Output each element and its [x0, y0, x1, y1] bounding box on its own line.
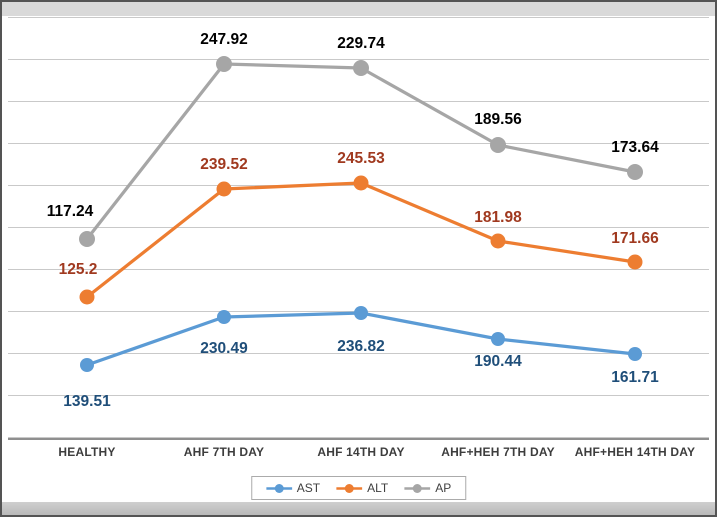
ap-marker-icon	[404, 483, 431, 493]
legend-label-ast: AST	[296, 481, 321, 495]
x-axis-label: AHF+HEH 7TH DAY	[441, 445, 555, 459]
legend-label-alt: ALT	[367, 481, 389, 495]
chart-legend: AST ALT AP	[250, 476, 467, 500]
chart-top-margin	[2, 2, 715, 16]
legend-item-ap: AP	[404, 481, 451, 495]
x-axis-label: AHF 14TH DAY	[317, 445, 405, 459]
x-axis-label: AHF+HEH 14TH DAY	[574, 445, 696, 459]
legend-item-alt: ALT	[336, 481, 388, 495]
chart-bottom-margin	[2, 502, 715, 515]
x-axis-label: AHF 7TH DAY	[183, 445, 265, 459]
x-axis-label: HEALTHY	[58, 445, 116, 459]
legend-label-ap: AP	[435, 481, 452, 495]
ast-marker-icon	[265, 483, 292, 493]
legend-item-ast: AST	[265, 481, 321, 495]
alt-marker-icon	[336, 483, 363, 493]
